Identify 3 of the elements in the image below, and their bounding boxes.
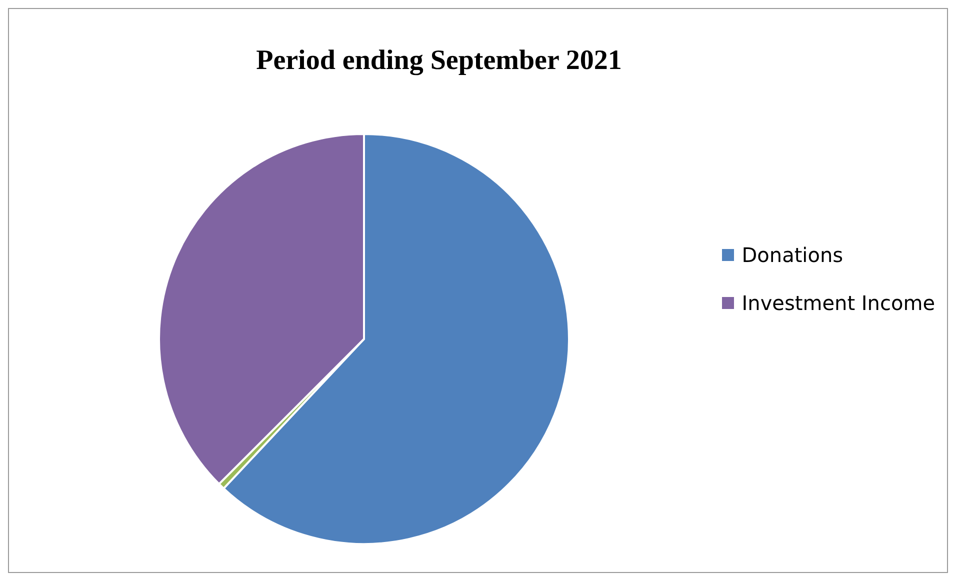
legend-label: Investment Income — [742, 290, 935, 314]
chart-title: Period ending September 2021 — [255, 45, 623, 77]
legend-label: Donations — [742, 242, 844, 266]
